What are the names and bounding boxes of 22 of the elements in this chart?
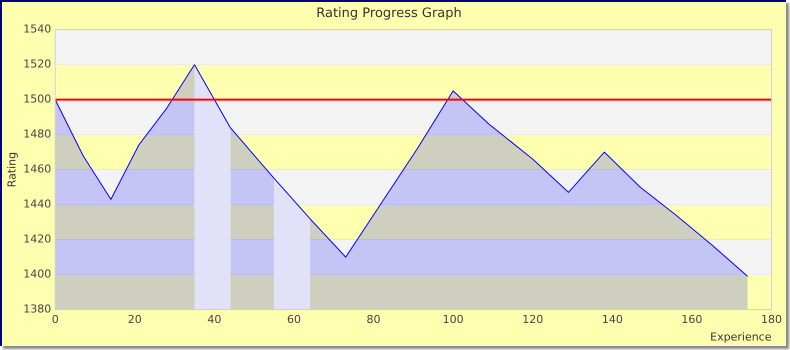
y-tick-label: 1440 [23, 197, 52, 210]
y-tick-label: 1520 [23, 57, 52, 70]
x-tick-label: 40 [207, 313, 222, 326]
x-tick-label: 140 [602, 313, 623, 326]
y-tick-label: 1420 [23, 232, 52, 246]
x-tick-label: 20 [128, 313, 142, 326]
x-tick-label: 100 [442, 313, 464, 326]
y-tick-label: 1400 [23, 267, 52, 280]
y-tick-label: 1540 [23, 22, 52, 36]
x-axis-title: Experience [710, 330, 772, 344]
x-tick-label: 180 [761, 313, 782, 326]
y-tick-label: 1460 [23, 162, 52, 176]
x-tick-label: 0 [52, 313, 59, 326]
x-tick-label: 160 [681, 313, 702, 326]
x-tick-label: 80 [366, 313, 381, 326]
y-tick-label: 1480 [23, 127, 52, 140]
y-tick-label: 1380 [23, 302, 52, 316]
x-tick-label: 120 [522, 313, 544, 326]
y-tick-label: 1500 [23, 92, 52, 106]
y-axis-title: Rating [5, 152, 18, 188]
chart-title: Rating Progress Graph [316, 6, 462, 22]
x-tick-label: 60 [286, 313, 301, 326]
